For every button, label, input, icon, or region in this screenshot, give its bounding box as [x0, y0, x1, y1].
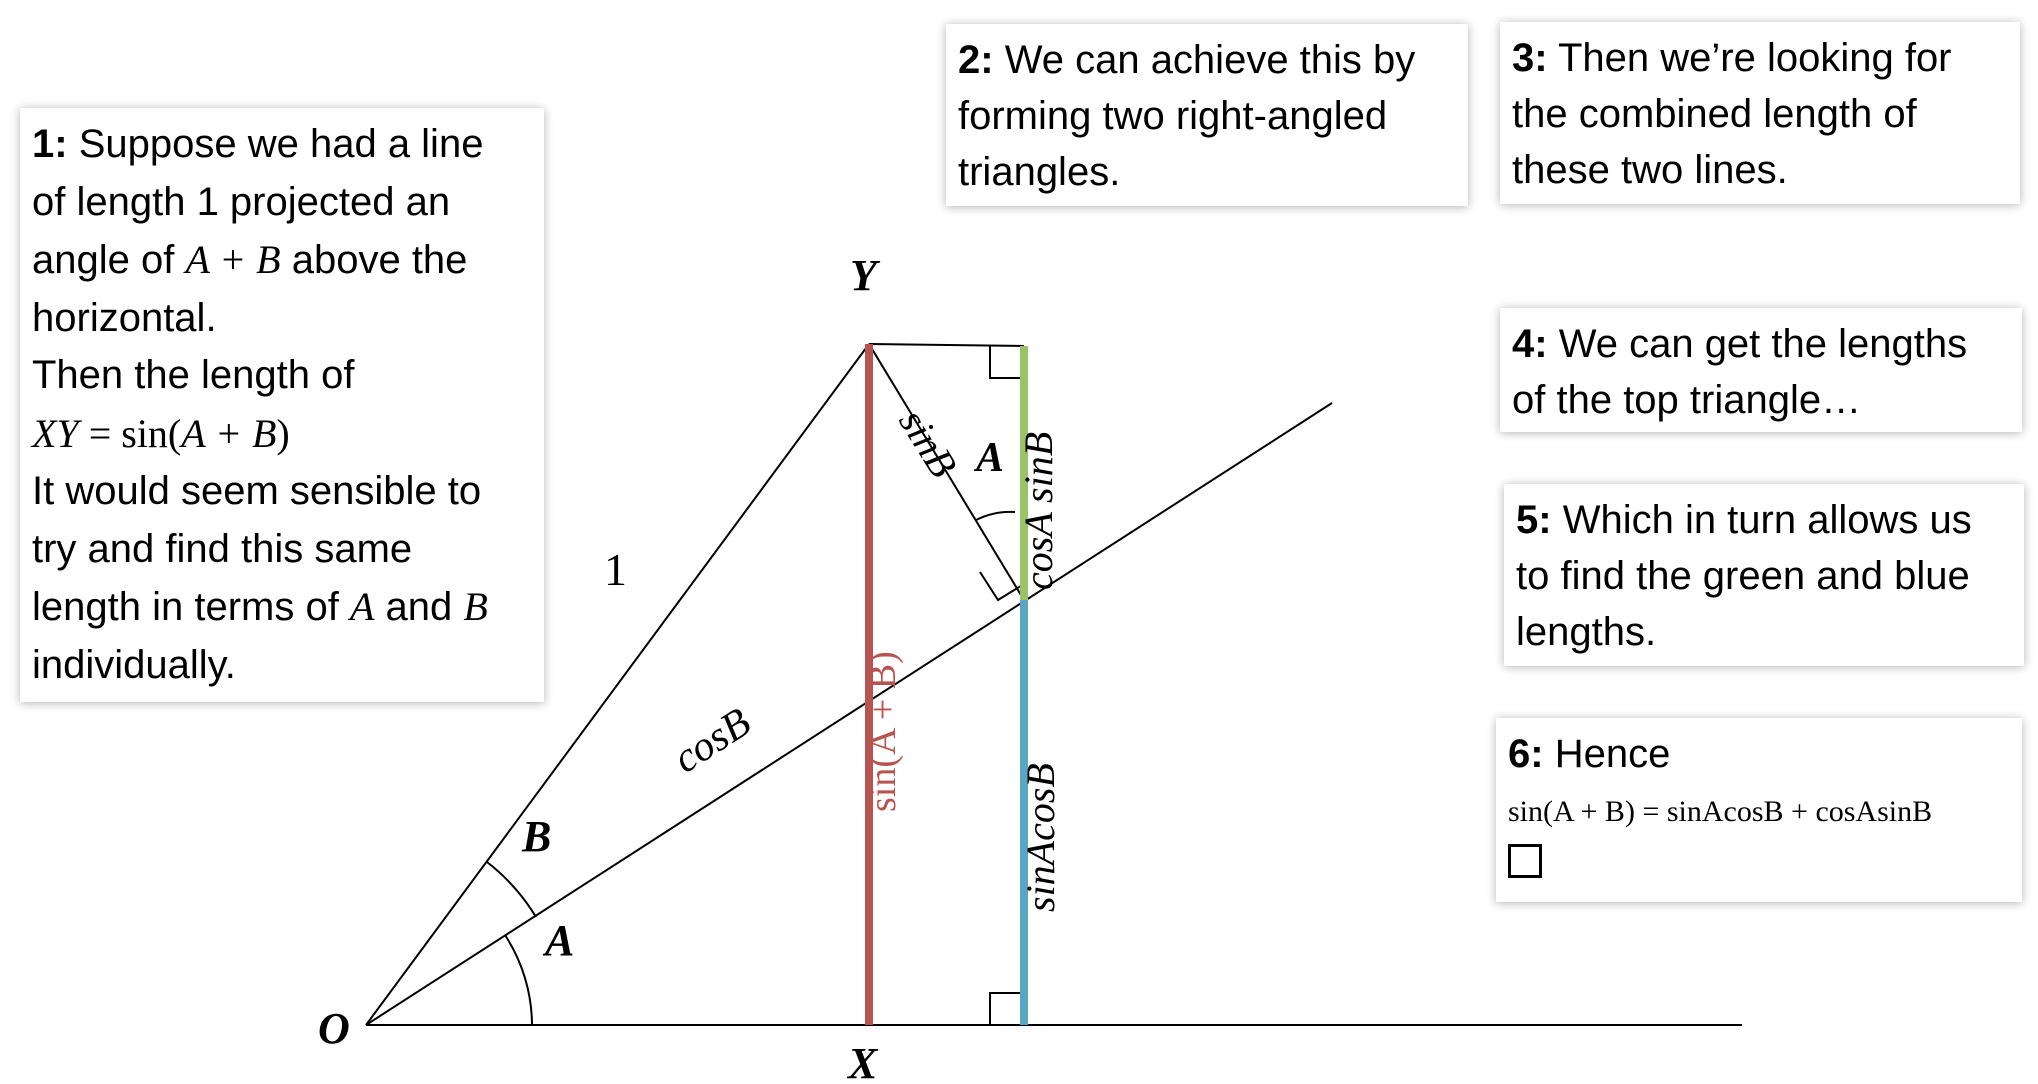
note-4-line-1: We can get the lengths: [1547, 322, 1968, 366]
note-6-line-1: Hence: [1543, 732, 1671, 776]
note-1-math-a-plus-b: A + B: [185, 237, 281, 282]
label-cosB: cosB: [665, 699, 759, 782]
note-2-number: 2:: [958, 38, 994, 82]
note-1-line-1: Suppose we had a line: [67, 122, 484, 166]
note-4: 4: We can get the lengths of the top tri…: [1500, 308, 2022, 432]
label-blue-sinA-cosB: sinAcosB: [1018, 763, 1063, 912]
note-1-line-8: try and find this same: [32, 526, 413, 571]
line-oy: [365, 343, 870, 1026]
angle-arc-A: [504, 934, 533, 1026]
note-3-line-2: the combined length of: [1512, 92, 1917, 136]
qed-square-icon: [1508, 844, 1542, 878]
angle-arc-B: [486, 861, 537, 918]
note-2-line-2: forming two right-angled: [958, 94, 1388, 138]
note-5-number: 5:: [1516, 498, 1552, 542]
note-3-line-3: these two lines.: [1512, 148, 1788, 192]
note-1-number: 1:: [32, 122, 68, 166]
point-label-o: O: [318, 1004, 350, 1053]
right-angle-bottom: [989, 992, 1024, 1025]
note-3-line-1: Then we’re looking for: [1547, 36, 1952, 80]
note-4-number: 4:: [1512, 322, 1548, 366]
note-6-number: 6:: [1508, 732, 1544, 776]
note-2-line-1: We can achieve this by: [993, 38, 1416, 82]
note-1-line-9a: length in terms of: [32, 585, 350, 629]
point-label-x: X: [846, 1039, 879, 1084]
right-angle-top: [989, 346, 1024, 379]
note-1-line-7: It would seem sensible to: [32, 469, 482, 513]
note-5-line-1: Which in turn allows us: [1551, 498, 1972, 542]
note-1-math-eq-sin: = sin(: [78, 410, 182, 456]
note-3-number: 3:: [1512, 36, 1548, 80]
note-6: 6: Hence sin(A + B) = sinAcosB + cosAsin…: [1496, 718, 2022, 902]
note-1-math-paren: ): [276, 410, 290, 456]
note-6-formula: sin(A + B) = sinAcosB + cosAsinB: [1508, 795, 1933, 828]
note-1-line-2: of length 1 projected an: [32, 179, 451, 224]
label-sinB: sinB: [890, 401, 966, 485]
note-1-line-9b: and: [374, 585, 464, 629]
angle-arc-A-top: [975, 510, 1016, 521]
label-red-sin-a-plus-b: sin(A + B): [862, 651, 904, 812]
note-1-line-3b: above the: [280, 238, 468, 282]
note-1-line-10: individually.: [32, 642, 236, 687]
note-3: 3: Then we’re looking for the combined l…: [1500, 22, 2020, 204]
note-1-math-a-plus-b-2: A + B: [181, 410, 277, 456]
note-2: 2: We can achieve this by forming two ri…: [946, 24, 1468, 206]
note-1: 1: Suppose we had a line of length 1 pro…: [20, 108, 544, 702]
note-2-line-3: triangles.: [958, 150, 1121, 194]
note-5: 5: Which in turn allows us to find the g…: [1504, 484, 2024, 666]
label-angle-a: A: [542, 916, 574, 965]
right-angle-middle: [979, 571, 1025, 602]
note-1-math-b: B: [463, 584, 488, 629]
note-1-math-xy: XY: [32, 410, 79, 456]
label-angle-a-top: A: [973, 435, 1004, 481]
label-green-cosA-sinB: cosA sinB: [1016, 432, 1061, 590]
note-5-line-3: lengths.: [1516, 610, 1657, 654]
note-1-math-a: A: [349, 584, 375, 629]
note-4-line-2: of the top triangle…: [1512, 378, 1862, 422]
label-angle-b: B: [521, 812, 551, 861]
point-label-y: Y: [850, 251, 881, 300]
note-1-line-3a: angle of: [32, 238, 186, 282]
label-hypotenuse: 1: [604, 544, 627, 595]
note-5-line-2: to find the green and blue: [1516, 554, 1970, 598]
note-1-line-4: horizontal.: [32, 295, 217, 340]
line-sinB: [868, 343, 1025, 601]
line-y-to-top: [868, 343, 1025, 347]
line-oa: [365, 402, 1333, 1026]
note-1-line-5: Then the length of: [32, 353, 355, 397]
